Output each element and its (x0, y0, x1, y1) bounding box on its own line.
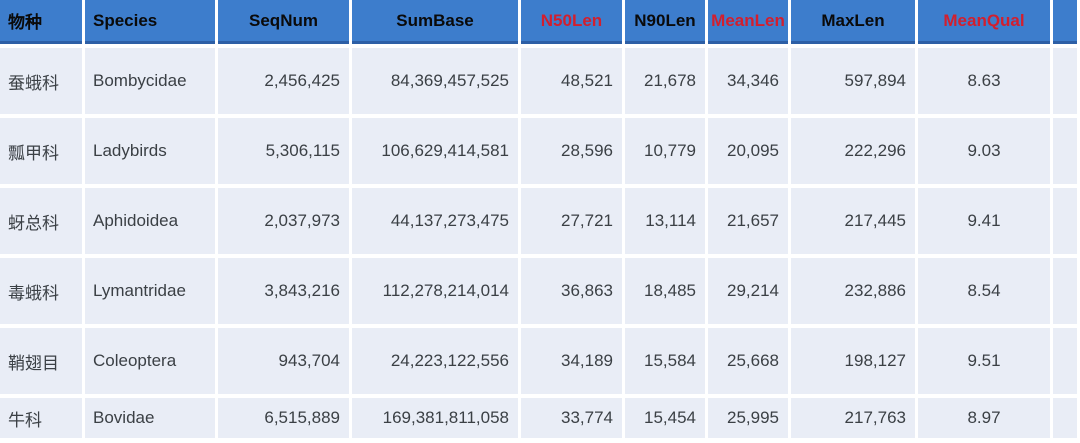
table-row: 瓢甲科 Ladybirds 5,306,115 106,629,414,581 … (0, 118, 1080, 184)
cell-sumbase: 169,381,811,058 (352, 398, 518, 438)
cell-species-cn: 鞘翅目 (0, 328, 82, 394)
header-cell-n50len: N50Len (521, 0, 622, 44)
cell-n90len: 15,454 (625, 398, 705, 438)
cell-species-cn: 蚜总科 (0, 188, 82, 254)
cell-species-cn: 牛科 (0, 398, 82, 438)
table-row: 鞘翅目 Coleoptera 943,704 24,223,122,556 34… (0, 328, 1080, 394)
cell-sumbase: 24,223,122,556 (352, 328, 518, 394)
header-cell-species-cn: 物种 (0, 0, 82, 44)
cell-maxlen: 217,763 (791, 398, 915, 438)
header-cell-meanqual: MeanQual (918, 0, 1050, 44)
cell-maxlen: 222,296 (791, 118, 915, 184)
cell-sumbase: 106,629,414,581 (352, 118, 518, 184)
cell-spacer (1053, 328, 1077, 394)
header-cell-sumbase: SumBase (352, 0, 518, 44)
cell-meanlen: 21,657 (708, 188, 788, 254)
table-row: 牛科 Bovidae 6,515,889 169,381,811,058 33,… (0, 398, 1080, 438)
cell-meanqual: 9.41 (918, 188, 1050, 254)
cell-species: Bombycidae (85, 48, 215, 114)
cell-maxlen: 232,886 (791, 258, 915, 324)
cell-sumbase: 84,369,457,525 (352, 48, 518, 114)
cell-species: Ladybirds (85, 118, 215, 184)
cell-spacer (1053, 258, 1077, 324)
cell-spacer (1053, 188, 1077, 254)
cell-maxlen: 198,127 (791, 328, 915, 394)
cell-sumbase: 44,137,273,475 (352, 188, 518, 254)
cell-species: Coleoptera (85, 328, 215, 394)
cell-seqnum: 943,704 (218, 328, 349, 394)
header-cell-n90len: N90Len (625, 0, 705, 44)
cell-species: Aphidoidea (85, 188, 215, 254)
cell-n50len: 27,721 (521, 188, 622, 254)
cell-seqnum: 3,843,216 (218, 258, 349, 324)
cell-n90len: 13,114 (625, 188, 705, 254)
header-cell-meanlen: MeanLen (708, 0, 788, 44)
cell-sumbase: 112,278,214,014 (352, 258, 518, 324)
cell-n90len: 18,485 (625, 258, 705, 324)
cell-spacer (1053, 398, 1077, 438)
cell-meanqual: 9.03 (918, 118, 1050, 184)
cell-seqnum: 2,037,973 (218, 188, 349, 254)
cell-n50len: 33,774 (521, 398, 622, 438)
cell-maxlen: 217,445 (791, 188, 915, 254)
cell-species-cn: 毒蛾科 (0, 258, 82, 324)
cell-meanlen: 25,668 (708, 328, 788, 394)
header-cell-species: Species (85, 0, 215, 44)
table-row: 蚜总科 Aphidoidea 2,037,973 44,137,273,475 … (0, 188, 1080, 254)
cell-meanlen: 25,995 (708, 398, 788, 438)
cell-n90len: 21,678 (625, 48, 705, 114)
cell-n50len: 48,521 (521, 48, 622, 114)
header-cell-spacer (1053, 0, 1077, 44)
cell-species-cn: 瓢甲科 (0, 118, 82, 184)
cell-seqnum: 2,456,425 (218, 48, 349, 114)
cell-meanqual: 8.97 (918, 398, 1050, 438)
cell-meanlen: 29,214 (708, 258, 788, 324)
cell-n50len: 28,596 (521, 118, 622, 184)
cell-n50len: 36,863 (521, 258, 622, 324)
cell-meanqual: 9.51 (918, 328, 1050, 394)
cell-n90len: 10,779 (625, 118, 705, 184)
table-header-row: 物种 Species SeqNum SumBase N50Len N90Len … (0, 0, 1080, 44)
header-cell-seqnum: SeqNum (218, 0, 349, 44)
cell-maxlen: 597,894 (791, 48, 915, 114)
cell-species-cn: 蚕蛾科 (0, 48, 82, 114)
cell-seqnum: 5,306,115 (218, 118, 349, 184)
cell-meanqual: 8.54 (918, 258, 1050, 324)
cell-meanlen: 34,346 (708, 48, 788, 114)
cell-n50len: 34,189 (521, 328, 622, 394)
cell-meanqual: 8.63 (918, 48, 1050, 114)
table-row: 毒蛾科 Lymantridae 3,843,216 112,278,214,01… (0, 258, 1080, 324)
table-row: 蚕蛾科 Bombycidae 2,456,425 84,369,457,525 … (0, 48, 1080, 114)
cell-meanlen: 20,095 (708, 118, 788, 184)
cell-species: Bovidae (85, 398, 215, 438)
cell-seqnum: 6,515,889 (218, 398, 349, 438)
cell-species: Lymantridae (85, 258, 215, 324)
cell-n90len: 15,584 (625, 328, 705, 394)
header-cell-maxlen: MaxLen (791, 0, 915, 44)
cell-spacer (1053, 48, 1077, 114)
cell-spacer (1053, 118, 1077, 184)
